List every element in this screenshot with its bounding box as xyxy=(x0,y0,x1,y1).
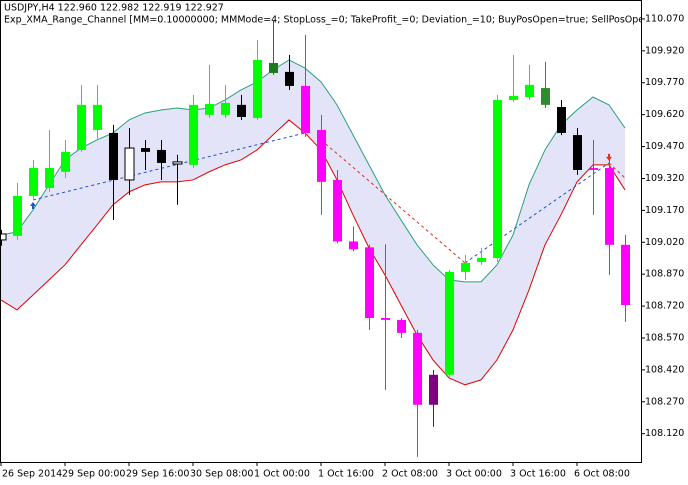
candle-body xyxy=(445,271,454,375)
candle-body xyxy=(349,241,358,250)
y-tick-label: 110.070 xyxy=(645,13,684,24)
trade-line xyxy=(320,139,466,264)
x-tick-label: 3 Oct 16:00 xyxy=(510,469,566,480)
candle-body xyxy=(237,104,246,117)
band-line xyxy=(0,59,626,283)
candle-body xyxy=(589,168,598,170)
candle-body xyxy=(429,374,438,405)
candle-body xyxy=(621,244,630,306)
candle-body xyxy=(13,195,22,236)
x-tick-label: 1 Oct 16:00 xyxy=(318,469,374,480)
candle-body xyxy=(541,88,550,105)
y-tick-label: 108.720 xyxy=(645,301,684,312)
candle-body xyxy=(172,161,183,165)
candle-body xyxy=(29,168,38,196)
x-tick-label: 3 Oct 00:00 xyxy=(446,469,502,480)
candle-body xyxy=(317,129,326,182)
x-tick-label: 30 Sep 08:00 xyxy=(190,469,253,480)
candle-body xyxy=(189,104,198,165)
y-tick-label: 109.620 xyxy=(645,109,684,120)
candle-body xyxy=(333,179,342,242)
candle-body xyxy=(61,151,70,172)
y-tick-label: 109.770 xyxy=(645,77,684,88)
y-tick-label: 108.420 xyxy=(645,364,684,375)
candle-body xyxy=(157,149,166,163)
chart-subtitle: Exp_XMA_Range_Channel [MM=0.10000000; MM… xyxy=(4,15,688,26)
candle-body xyxy=(509,95,518,100)
y-tick-label: 108.270 xyxy=(645,396,684,407)
x-tick-label: 1 Oct 00:00 xyxy=(254,469,310,480)
candle-body xyxy=(205,104,214,115)
candle-body xyxy=(365,247,374,318)
candle-body xyxy=(0,233,7,241)
candle-body xyxy=(397,319,406,333)
y-tick-label: 108.570 xyxy=(645,332,684,343)
candle-body xyxy=(45,168,54,189)
candle-body xyxy=(413,332,422,405)
candle-body xyxy=(477,258,486,262)
candle-body xyxy=(557,106,566,133)
trade-line xyxy=(32,132,306,201)
x-tick-label: 26 Sep 2014 xyxy=(2,469,62,480)
candle-body xyxy=(124,147,135,181)
chart-title: USDJPY,H4 122.960 122.982 122.919 122.92… xyxy=(4,3,224,14)
candle-body xyxy=(221,102,230,115)
x-tick-label: 29 Sep 00:00 xyxy=(62,469,125,480)
y-tick-label: 109.170 xyxy=(645,205,684,216)
candle-body xyxy=(573,135,582,170)
trade-arrow xyxy=(606,153,612,161)
candle-body xyxy=(381,317,390,320)
band-fill xyxy=(1,59,625,385)
y-tick-label: 108.870 xyxy=(645,269,684,280)
candle-body xyxy=(109,132,118,180)
x-tick-label: 2 Oct 08:00 xyxy=(382,469,438,480)
candle-body xyxy=(141,148,150,152)
x-tick-label: 29 Sep 16:00 xyxy=(126,469,189,480)
y-tick-label: 109.470 xyxy=(645,141,684,152)
x-tick-label: 6 Oct 08:00 xyxy=(574,469,630,480)
candle-body xyxy=(525,84,534,97)
trade-line xyxy=(608,162,626,179)
candle-body xyxy=(93,104,102,130)
candle-body xyxy=(285,71,294,86)
candle-body xyxy=(605,168,614,245)
candle-body xyxy=(301,85,310,133)
plot-area xyxy=(0,19,630,457)
candle-body xyxy=(77,104,86,150)
y-tick-label: 109.320 xyxy=(645,173,684,184)
y-tick-label: 109.920 xyxy=(645,45,684,56)
y-tick-label: 109.020 xyxy=(645,237,684,248)
band-line xyxy=(0,119,626,386)
trade-line xyxy=(464,162,610,264)
candle-body xyxy=(493,99,502,259)
y-tick-label: 108.120 xyxy=(645,428,684,439)
trade-arrow xyxy=(30,201,36,209)
candle-body xyxy=(269,62,278,73)
candle-body xyxy=(253,59,262,119)
candle-body xyxy=(461,262,470,272)
